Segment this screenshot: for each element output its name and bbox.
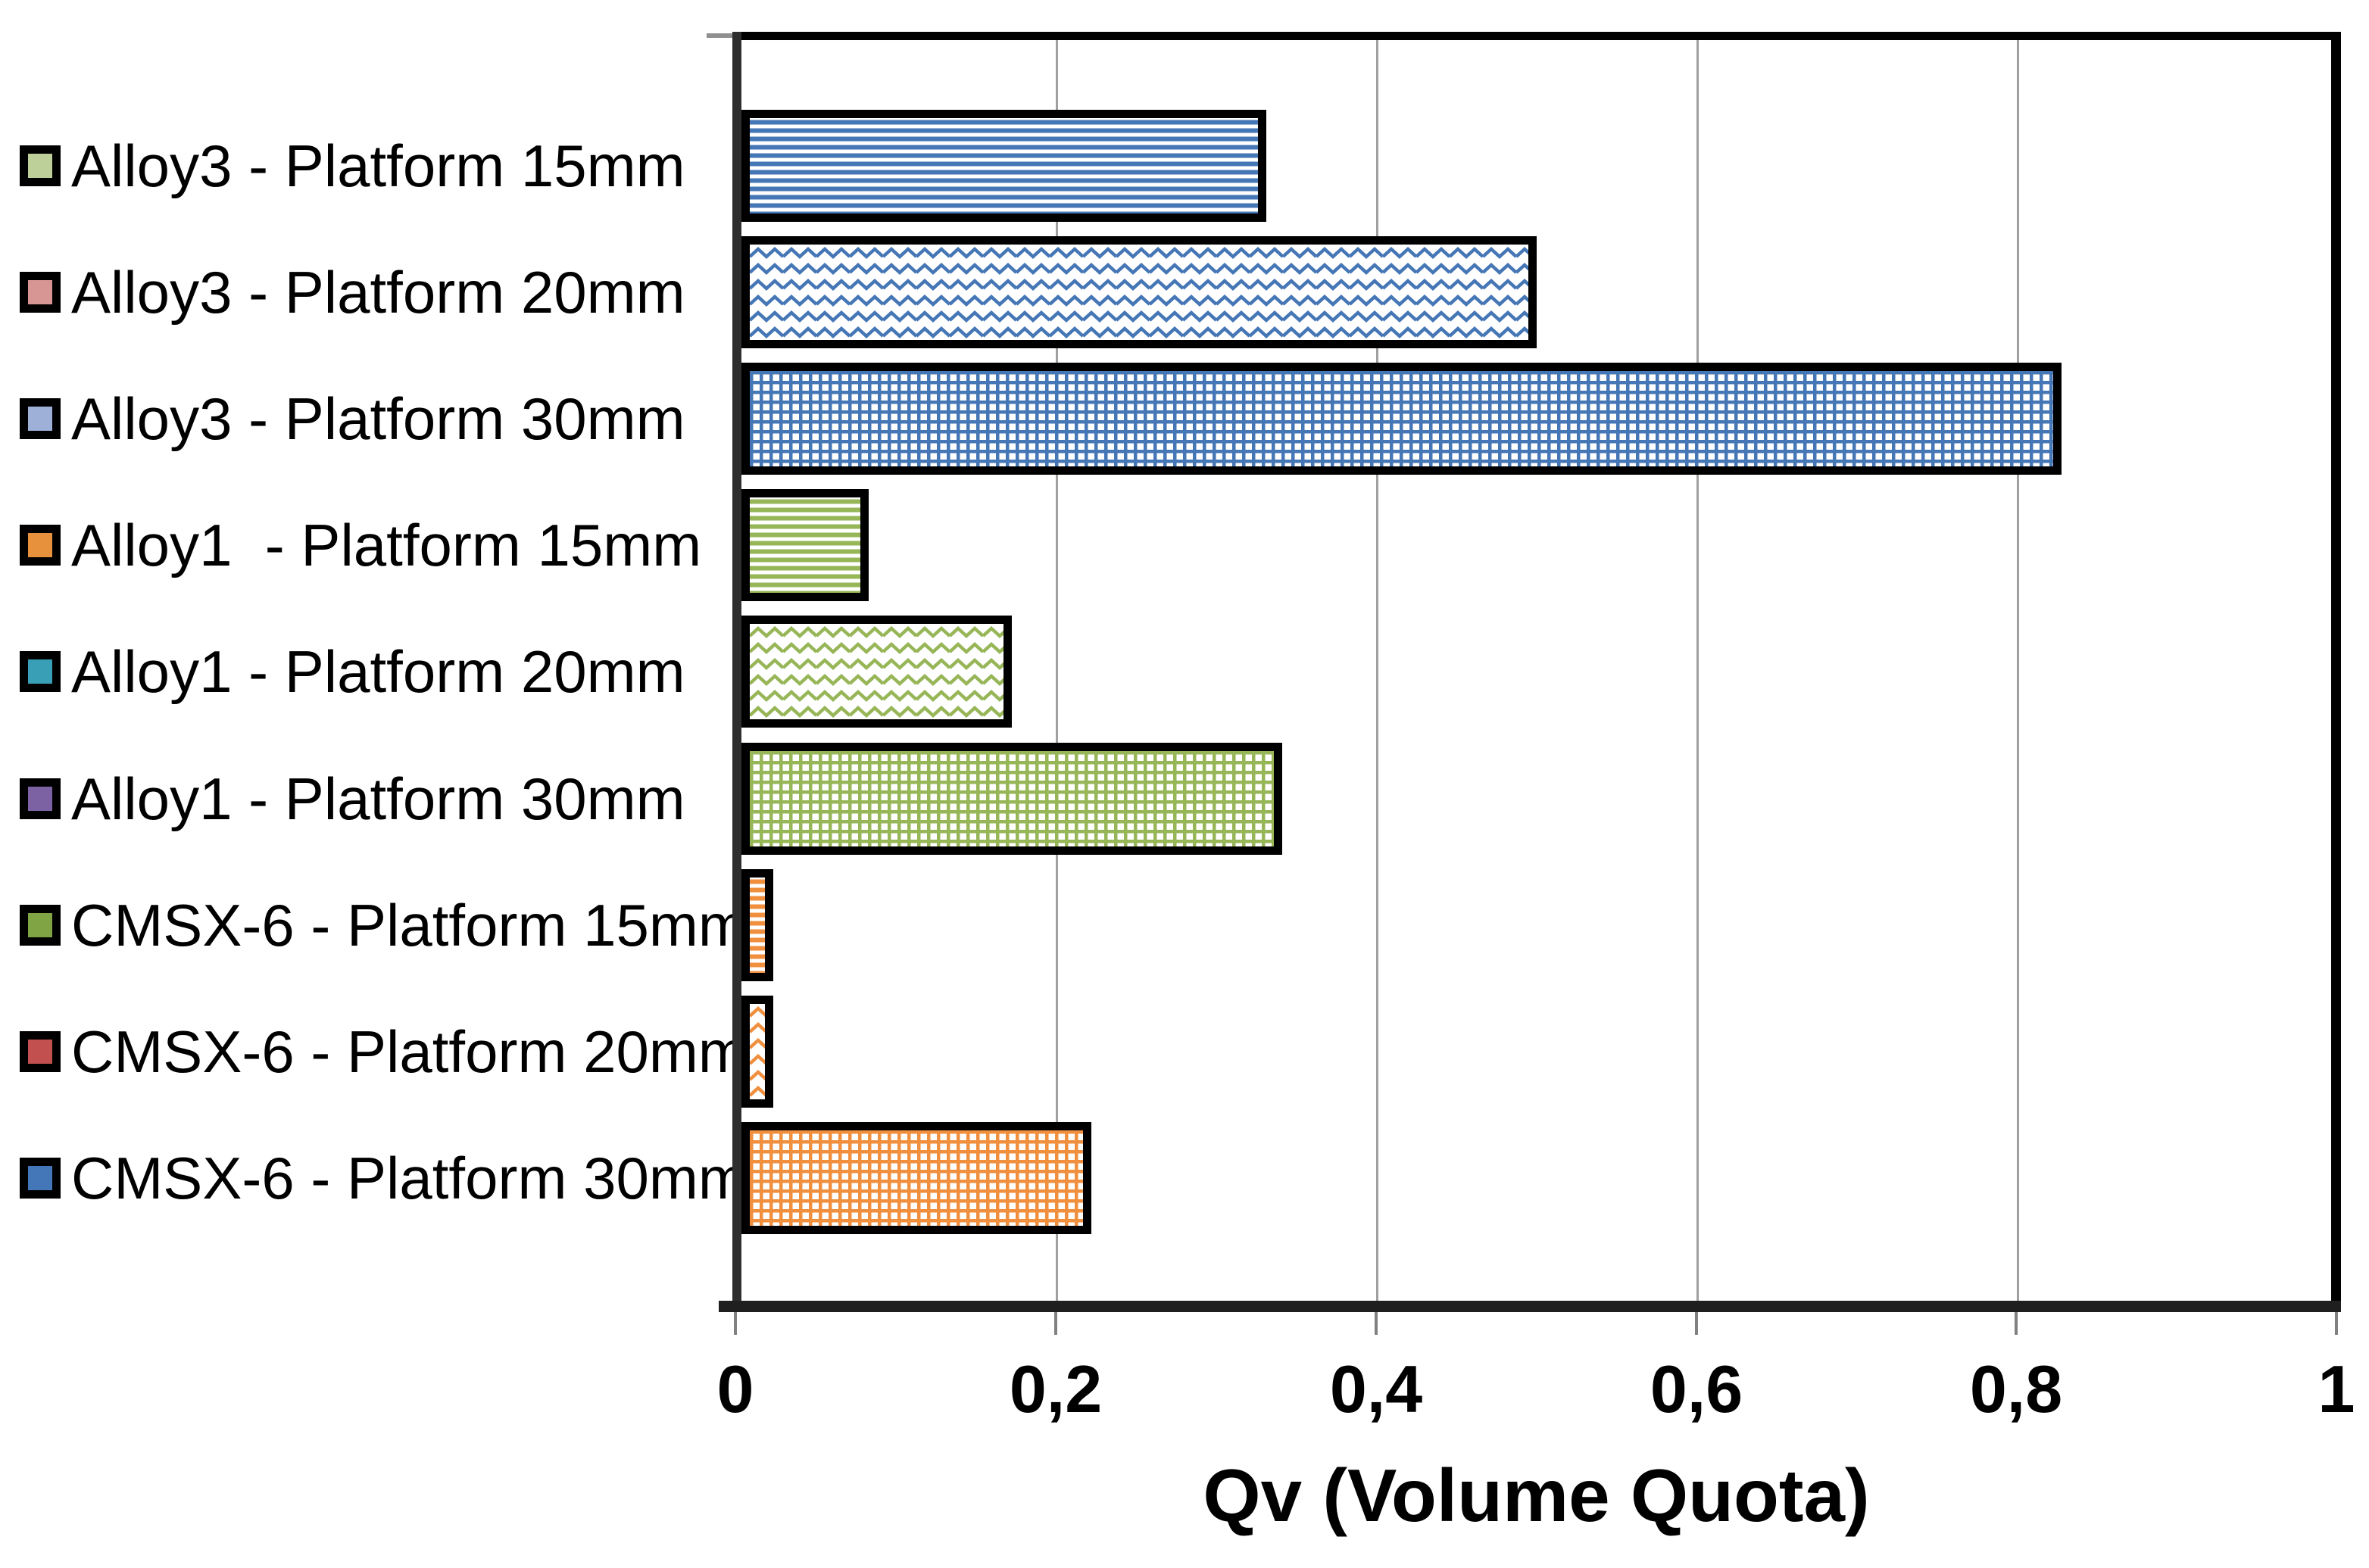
legend-item-cmsx6-15mm: CMSX-6 - Platform 15mm — [20, 887, 748, 963]
legend-swatch — [20, 651, 61, 692]
bar-alloy3-platform-30mm — [741, 363, 2062, 475]
x-tick-label-0-4: 0,4 — [1329, 1351, 1423, 1426]
bar-alloy3-platform-20mm — [741, 236, 1537, 348]
legend-item-cmsx6-20mm: CMSX-6 - Platform 20mm — [20, 1014, 748, 1089]
gridline-0-6 — [1696, 40, 1699, 1301]
x-tick-label-1: 1 — [2318, 1351, 2355, 1426]
bar-alloy3-platform-15mm — [741, 110, 1266, 222]
bar-cmsx6-platform-30mm — [741, 1122, 1091, 1234]
bar-cmsx6-platform-15mm — [741, 869, 773, 981]
gridline-0-2 — [1056, 40, 1058, 1301]
gridline-0-4 — [1376, 40, 1378, 1301]
legend-swatch — [20, 905, 61, 946]
legend-swatch — [20, 1158, 61, 1199]
bar-alloy1-platform-20mm — [741, 616, 1012, 728]
legend-swatch — [20, 778, 61, 819]
legend-swatch — [20, 525, 61, 566]
x-axis-title: Qv (Volume Quota) — [1203, 1454, 1870, 1537]
legend-label: CMSX-6 - Platform 30mm — [71, 1145, 748, 1211]
legend-item-alloy3-20mm: Alloy3 - Platform 20mm — [20, 254, 685, 330]
x-tick-label-0-6: 0,6 — [1650, 1351, 1743, 1426]
plot-border-right — [2331, 32, 2341, 1312]
x-tick-0-2 — [1054, 1312, 1057, 1335]
legend-item-cmsx6-30mm: CMSX-6 - Platform 30mm — [20, 1140, 748, 1216]
plot-border-top — [732, 32, 2341, 40]
legend-label: Alloy3 - Platform 20mm — [71, 259, 685, 326]
x-tick-0-6 — [1695, 1312, 1698, 1335]
plot-area — [741, 40, 2331, 1301]
legend-swatch — [20, 145, 61, 186]
legend-item-alloy1-15mm: Alloy1 - Platform 15mm — [20, 507, 701, 583]
bar-cmsx6-platform-20mm — [741, 996, 773, 1108]
legend-item-alloy1-20mm: Alloy1 - Platform 20mm — [20, 634, 685, 709]
gridline-0-8 — [2017, 40, 2019, 1301]
x-axis-line — [719, 1301, 2341, 1312]
legend-label: Alloy1 - Platform 30mm — [71, 765, 685, 832]
legend-swatch — [20, 398, 61, 439]
legend-item-alloy1-30mm: Alloy1 - Platform 30mm — [20, 761, 685, 837]
legend-swatch — [20, 272, 61, 313]
legend-label: Alloy1 - Platform 15mm — [71, 512, 702, 578]
legend-swatch — [20, 1031, 61, 1072]
y-axis-end-tick — [707, 33, 732, 38]
x-tick-0-4 — [1375, 1312, 1378, 1335]
legend-item-alloy3-15mm: Alloy3 - Platform 15mm — [20, 128, 685, 204]
legend-label: Alloy1 - Platform 20mm — [71, 638, 685, 705]
legend-label: Alloy3 - Platform 30mm — [71, 385, 685, 452]
bar-alloy1-platform-30mm — [741, 743, 1282, 855]
x-tick-0 — [734, 1312, 737, 1335]
y-axis-line — [732, 32, 741, 1301]
x-tick-0-8 — [2015, 1312, 2018, 1335]
legend-label: CMSX-6 - Platform 15mm — [71, 892, 748, 959]
x-tick-label-0: 0 — [716, 1351, 754, 1426]
legend-item-alloy3-30mm: Alloy3 - Platform 30mm — [20, 381, 685, 457]
x-tick-label-0-8: 0,8 — [1969, 1351, 2063, 1426]
x-tick-1 — [2335, 1312, 2338, 1335]
x-tick-label-0-2: 0,2 — [1009, 1351, 1103, 1426]
legend-label: Alloy3 - Platform 15mm — [71, 132, 685, 199]
bar-alloy1-platform-15mm — [741, 489, 869, 601]
legend-label: CMSX-6 - Platform 20mm — [71, 1018, 748, 1085]
